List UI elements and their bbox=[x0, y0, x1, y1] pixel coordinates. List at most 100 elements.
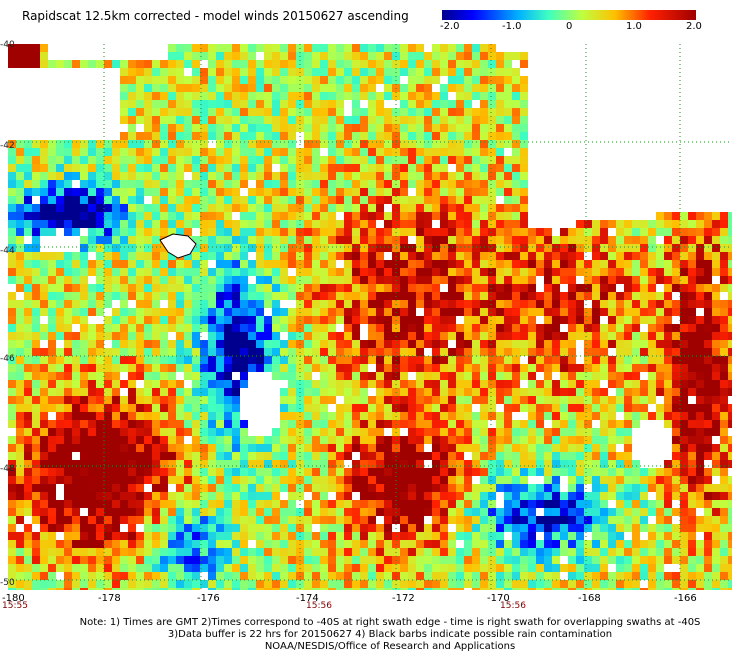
wind-cell bbox=[256, 204, 264, 212]
wind-cell bbox=[104, 332, 112, 340]
wind-cell bbox=[672, 220, 680, 228]
wind-cell bbox=[384, 492, 392, 500]
wind-cell bbox=[352, 196, 360, 204]
wind-cell bbox=[32, 500, 40, 508]
wind-cell bbox=[520, 500, 528, 508]
wind-cell bbox=[272, 532, 280, 540]
wind-cell bbox=[56, 564, 64, 572]
wind-cell bbox=[600, 348, 608, 356]
wind-cell bbox=[200, 84, 208, 92]
wind-cell bbox=[400, 140, 408, 148]
wind-cell bbox=[80, 308, 88, 316]
wind-cell bbox=[160, 500, 168, 508]
wind-cell bbox=[592, 220, 600, 228]
wind-cell bbox=[416, 468, 424, 476]
wind-cell bbox=[96, 348, 104, 356]
wind-cell bbox=[328, 548, 336, 556]
wind-cell bbox=[440, 476, 448, 484]
wind-cell bbox=[8, 524, 16, 532]
wind-cell bbox=[184, 60, 192, 68]
wind-cell bbox=[568, 268, 576, 276]
wind-cell bbox=[432, 156, 440, 164]
wind-cell bbox=[112, 452, 120, 460]
wind-cell bbox=[312, 76, 320, 84]
wind-cell bbox=[632, 388, 640, 396]
wind-cell bbox=[560, 548, 568, 556]
wind-cell bbox=[400, 212, 408, 220]
wind-cell bbox=[688, 300, 696, 308]
wind-cell bbox=[616, 244, 624, 252]
wind-cell bbox=[280, 308, 288, 316]
wind-cell bbox=[512, 396, 520, 404]
wind-cell bbox=[480, 292, 488, 300]
wind-cell bbox=[408, 412, 416, 420]
wind-cell bbox=[504, 388, 512, 396]
wind-cell bbox=[424, 380, 432, 388]
wind-cell bbox=[144, 492, 152, 500]
wind-cell bbox=[40, 260, 48, 268]
wind-cell bbox=[464, 324, 472, 332]
wind-cell bbox=[448, 348, 456, 356]
wind-cell bbox=[24, 156, 32, 164]
wind-cell bbox=[192, 404, 200, 412]
wind-cell bbox=[96, 228, 104, 236]
wind-cell bbox=[408, 196, 416, 204]
wind-cell bbox=[72, 156, 80, 164]
wind-cell bbox=[32, 276, 40, 284]
wind-cell bbox=[272, 148, 280, 156]
wind-cell bbox=[616, 260, 624, 268]
wind-cell bbox=[384, 348, 392, 356]
wind-cell bbox=[400, 180, 408, 188]
wind-cell bbox=[528, 228, 536, 236]
wind-cell bbox=[368, 420, 376, 428]
wind-cell bbox=[488, 492, 496, 500]
wind-cell bbox=[256, 300, 264, 308]
wind-cell bbox=[264, 300, 272, 308]
wind-cell bbox=[512, 540, 520, 548]
wind-cell bbox=[272, 548, 280, 556]
wind-cell bbox=[144, 84, 152, 92]
wind-cell bbox=[72, 148, 80, 156]
wind-cell bbox=[552, 380, 560, 388]
wind-cell bbox=[496, 60, 504, 68]
wind-cell bbox=[312, 428, 320, 436]
wind-cell bbox=[192, 284, 200, 292]
wind-cell bbox=[152, 540, 160, 548]
wind-cell bbox=[456, 220, 464, 228]
wind-cell bbox=[312, 180, 320, 188]
wind-cell bbox=[704, 228, 712, 236]
wind-cell bbox=[400, 476, 408, 484]
wind-cell bbox=[424, 244, 432, 252]
wind-cell bbox=[168, 492, 176, 500]
wind-cell bbox=[24, 364, 32, 372]
wind-cell bbox=[120, 444, 128, 452]
wind-cell bbox=[48, 380, 56, 388]
wind-cell bbox=[192, 252, 200, 260]
wind-cell bbox=[56, 60, 64, 68]
wind-cell bbox=[48, 396, 56, 404]
wind-cell bbox=[672, 364, 680, 372]
wind-cell bbox=[192, 540, 200, 548]
wind-cell bbox=[248, 444, 256, 452]
wind-cell bbox=[688, 452, 696, 460]
wind-cell bbox=[576, 452, 584, 460]
wind-cell bbox=[416, 172, 424, 180]
wind-cell bbox=[336, 172, 344, 180]
wind-cell bbox=[264, 340, 272, 348]
wind-cell bbox=[384, 188, 392, 196]
wind-cell bbox=[480, 564, 488, 572]
wind-cell bbox=[624, 372, 632, 380]
wind-cell bbox=[152, 476, 160, 484]
wind-cell bbox=[192, 132, 200, 140]
wind-cell bbox=[704, 412, 712, 420]
wind-cell bbox=[208, 404, 216, 412]
wind-cell bbox=[104, 348, 112, 356]
wind-cell bbox=[160, 156, 168, 164]
wind-cell bbox=[176, 548, 184, 556]
wind-cell bbox=[272, 44, 280, 52]
wind-cell bbox=[112, 372, 120, 380]
wind-cell bbox=[432, 516, 440, 524]
wind-cell bbox=[368, 444, 376, 452]
wind-cell bbox=[224, 476, 232, 484]
wind-cell bbox=[344, 292, 352, 300]
